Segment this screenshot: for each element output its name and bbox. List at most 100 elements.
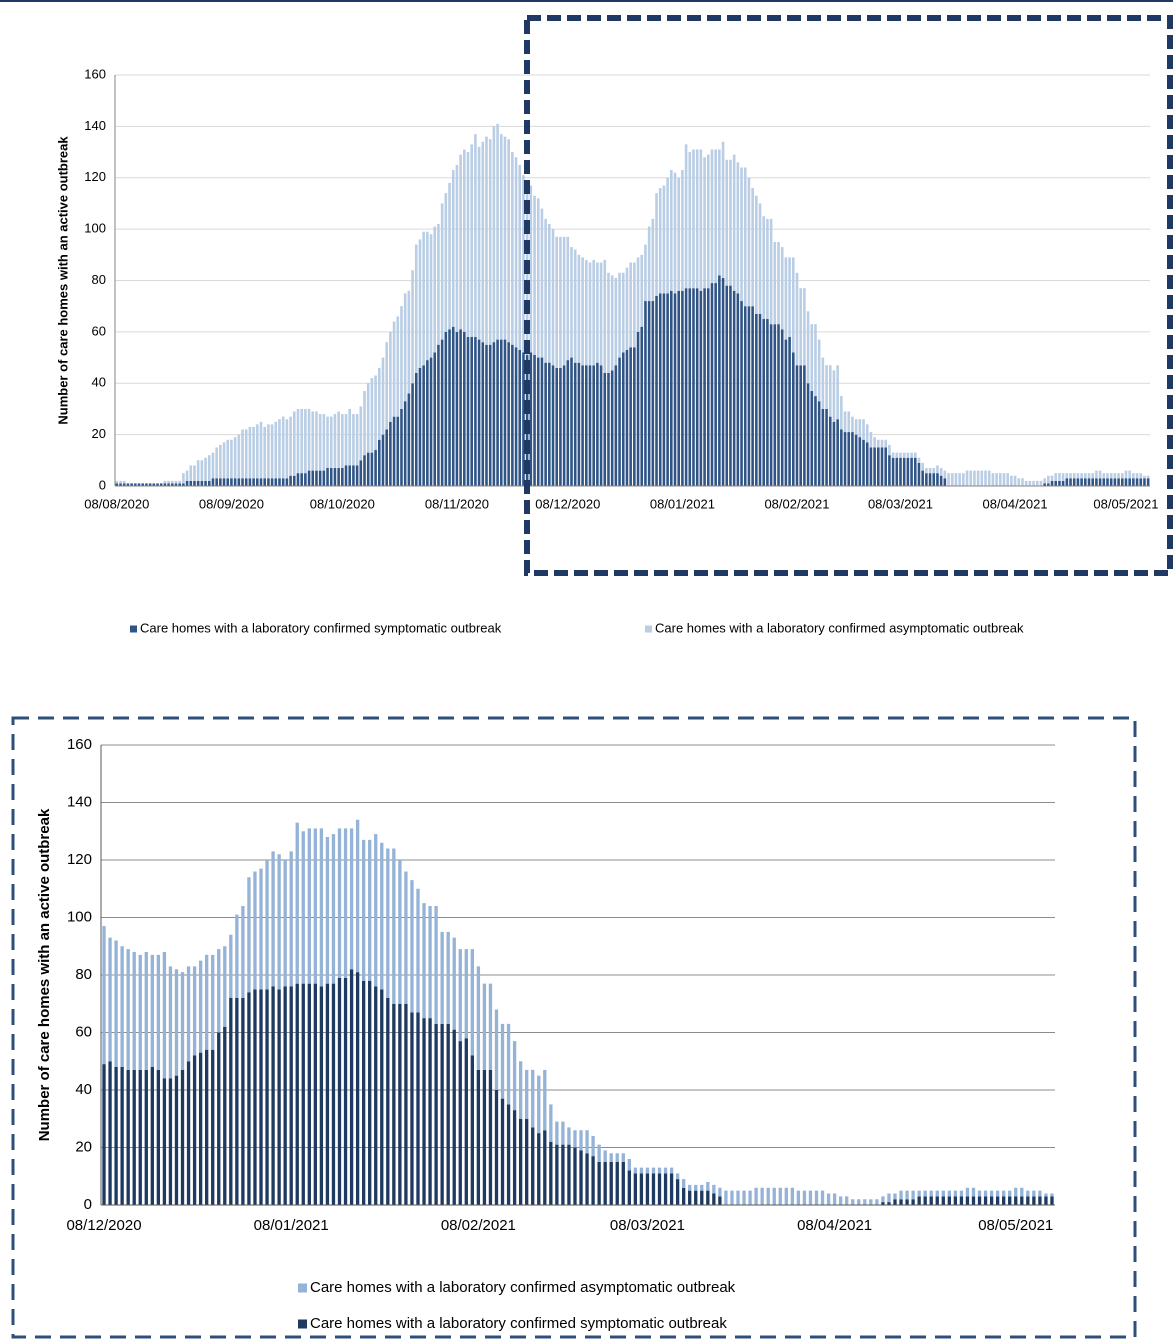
bar	[281, 478, 285, 486]
bar	[392, 1003, 396, 1205]
bar	[522, 175, 525, 353]
bar	[875, 1199, 879, 1205]
bar	[954, 473, 958, 486]
bar	[614, 277, 618, 366]
bar	[760, 1187, 764, 1205]
bar	[531, 1127, 535, 1205]
bar	[655, 295, 658, 486]
bar	[718, 1187, 722, 1197]
bar	[825, 365, 828, 409]
bar	[1020, 1187, 1024, 1197]
bar	[762, 216, 766, 320]
bar	[396, 416, 400, 486]
bar	[662, 293, 666, 486]
bar	[437, 344, 440, 486]
bar	[1113, 478, 1117, 486]
bar	[629, 347, 632, 486]
y-tick-label: 40	[92, 375, 106, 390]
bar	[976, 470, 980, 486]
bar	[832, 421, 836, 486]
bar	[953, 1190, 958, 1197]
bar	[355, 819, 360, 973]
bar	[1095, 478, 1098, 486]
bar	[241, 998, 245, 1205]
bar	[440, 931, 444, 1024]
bar	[1124, 470, 1128, 479]
bar	[684, 288, 688, 486]
bar	[1106, 473, 1109, 479]
bar	[392, 321, 396, 417]
bar	[566, 236, 570, 361]
bar	[138, 1069, 142, 1205]
bar	[248, 426, 252, 479]
y-tick-label: 20	[75, 1138, 92, 1155]
bar	[559, 236, 562, 368]
bar	[200, 480, 204, 486]
bar	[1008, 1196, 1012, 1205]
bar	[943, 470, 947, 479]
bar	[492, 126, 496, 343]
bar	[928, 468, 932, 474]
bar	[881, 1196, 885, 1203]
bar	[283, 986, 287, 1205]
bar	[325, 837, 330, 984]
bar	[537, 1133, 541, 1205]
bar	[1135, 473, 1139, 479]
bar	[222, 478, 226, 486]
bar	[743, 306, 747, 486]
bar	[977, 1190, 982, 1197]
bar	[470, 949, 474, 1056]
bar	[1069, 478, 1072, 486]
bar	[341, 414, 344, 469]
bar	[935, 1196, 939, 1205]
bar	[404, 871, 408, 1004]
bar	[162, 952, 167, 1079]
bar	[537, 1075, 541, 1134]
bar	[732, 290, 736, 486]
bar	[591, 1156, 595, 1205]
bar	[313, 983, 318, 1205]
bar	[180, 1069, 185, 1205]
bar	[549, 1104, 553, 1142]
x-tick-label: 08/03/2021	[868, 496, 933, 511]
bar	[663, 1173, 668, 1205]
bar	[385, 429, 388, 486]
bar	[267, 478, 270, 486]
bar	[655, 193, 658, 296]
bar	[743, 167, 747, 307]
bar	[368, 839, 372, 981]
bar	[710, 149, 714, 284]
bar	[925, 468, 928, 474]
bar	[219, 478, 222, 486]
bar	[1102, 473, 1106, 479]
bar	[899, 1190, 903, 1200]
bar	[891, 452, 895, 458]
bar	[928, 473, 932, 486]
bar	[603, 372, 607, 486]
bar	[555, 1121, 559, 1145]
bar	[772, 1187, 776, 1205]
bar	[252, 426, 255, 479]
bar	[935, 1190, 939, 1197]
bar	[217, 949, 221, 1033]
bar	[414, 372, 418, 486]
bar	[832, 1193, 837, 1205]
bar	[633, 1173, 638, 1205]
legend-label: Care homes with a laboratory confirmed s…	[310, 1315, 727, 1332]
bar	[597, 1161, 601, 1205]
bar	[1065, 478, 1069, 486]
bar	[378, 367, 381, 440]
bar	[476, 1069, 481, 1205]
bar	[410, 1012, 414, 1205]
bar	[392, 848, 396, 1004]
bar	[192, 966, 197, 1056]
x-tick-label: 08/02/2021	[764, 496, 829, 511]
bar	[322, 414, 326, 471]
bar	[296, 408, 300, 474]
bar	[440, 1023, 444, 1205]
bar	[725, 159, 729, 286]
bar	[278, 419, 281, 479]
bar	[947, 1190, 951, 1197]
y-tick-label: 20	[92, 426, 106, 441]
bar	[223, 1026, 227, 1205]
